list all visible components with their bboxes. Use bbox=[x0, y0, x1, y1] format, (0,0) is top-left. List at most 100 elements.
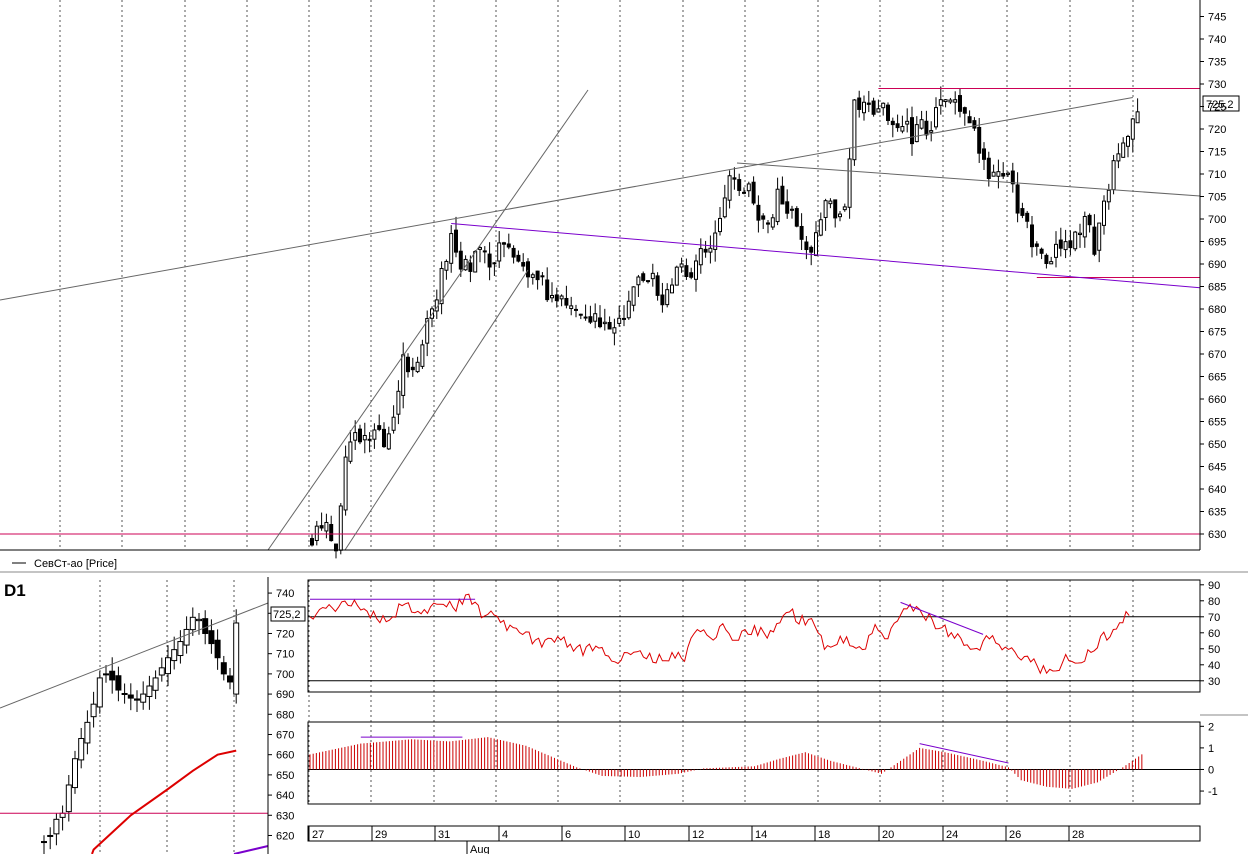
candle-body bbox=[492, 262, 497, 265]
price-candle bbox=[665, 283, 670, 308]
candle-body bbox=[670, 284, 674, 294]
candle-body bbox=[876, 108, 881, 113]
candle-body bbox=[569, 305, 574, 309]
price-candle bbox=[823, 198, 828, 231]
price-candle bbox=[890, 117, 895, 138]
candle-body bbox=[641, 273, 646, 281]
price-candle bbox=[655, 272, 660, 301]
candle-body bbox=[372, 429, 377, 440]
d1-candle bbox=[220, 655, 227, 681]
price-candle bbox=[905, 108, 910, 133]
candle-body bbox=[910, 117, 914, 145]
price-candle bbox=[751, 176, 756, 206]
price-candle bbox=[742, 187, 746, 195]
candle-body bbox=[458, 250, 463, 270]
d1-candle-body bbox=[134, 698, 140, 701]
price-candle bbox=[799, 213, 804, 251]
candle-body bbox=[319, 525, 324, 529]
macd-panel: 2 1 0 -1 bbox=[308, 721, 1218, 798]
price-candle bbox=[943, 98, 948, 108]
price-candle bbox=[1049, 256, 1054, 265]
price-candle bbox=[425, 310, 430, 357]
rsi-divergence-line bbox=[900, 601, 984, 635]
price-candle bbox=[631, 286, 636, 312]
price-candle bbox=[982, 142, 986, 170]
d1-candle-body bbox=[96, 677, 103, 708]
price-candle bbox=[684, 258, 689, 280]
price-candle bbox=[334, 543, 338, 559]
d1-tick-label: 690 bbox=[276, 689, 294, 701]
price-axis: 630 635 640 645 650 655 660 665 670 675 680 685 690 6… bbox=[1200, 12, 1226, 541]
price-candle bbox=[1135, 98, 1140, 124]
d1-tick-label: 740 bbox=[276, 588, 294, 600]
candle-body bbox=[540, 275, 545, 278]
candle-body bbox=[890, 120, 895, 126]
price-tick-label: 735 bbox=[1208, 57, 1226, 69]
candle-body bbox=[1073, 231, 1078, 250]
rsi-panel: 30 40 50 60 70 80 90 bbox=[308, 580, 1220, 688]
d1-tick-label: 700 bbox=[276, 669, 294, 681]
d1-tick-label: 640 bbox=[276, 790, 294, 802]
price-candle bbox=[516, 250, 521, 263]
candle-body bbox=[1044, 254, 1049, 264]
candle-body bbox=[804, 241, 809, 251]
d1-candle bbox=[115, 666, 122, 702]
price-tick-label: 725 bbox=[1208, 102, 1226, 114]
date-tick-label: 27 bbox=[312, 829, 324, 841]
candle-body bbox=[809, 246, 814, 253]
candle-body bbox=[646, 280, 650, 283]
candle-body bbox=[415, 361, 420, 373]
d1-panel: 6206306406506606706806907007107207307407… bbox=[0, 580, 306, 854]
candle-body bbox=[660, 294, 665, 306]
price-candle bbox=[722, 184, 727, 219]
candle-body bbox=[1082, 215, 1087, 238]
candle-body bbox=[684, 265, 689, 277]
price-tick-label: 650 bbox=[1208, 439, 1226, 451]
price-candle bbox=[790, 205, 794, 219]
candle-body bbox=[905, 120, 910, 125]
price-candle bbox=[847, 147, 852, 219]
rsi-tick-label: 80 bbox=[1208, 596, 1220, 608]
price-candle bbox=[1092, 214, 1097, 257]
candle-body bbox=[391, 416, 396, 431]
candle-body bbox=[382, 428, 386, 448]
candle-body bbox=[713, 232, 718, 250]
price-candle bbox=[953, 91, 958, 115]
candle-body bbox=[679, 263, 684, 268]
price-candle bbox=[324, 513, 329, 539]
rsi-tick-label: 70 bbox=[1208, 612, 1220, 624]
candle-body bbox=[468, 262, 473, 272]
d1-candle-body bbox=[220, 662, 227, 675]
d1-candle-body bbox=[109, 670, 116, 681]
price-candle bbox=[1087, 213, 1092, 233]
candle-body bbox=[530, 274, 535, 278]
price-candle bbox=[449, 225, 454, 273]
d1-candle-body bbox=[72, 758, 78, 789]
date-axis-frame bbox=[307, 825, 1201, 842]
candle-body bbox=[1111, 160, 1116, 191]
price-candle bbox=[401, 342, 406, 409]
candle-body bbox=[871, 100, 876, 115]
price-candle bbox=[382, 422, 386, 448]
candle-body bbox=[1034, 243, 1039, 247]
candle-body bbox=[689, 272, 694, 278]
price-candle bbox=[876, 99, 881, 113]
candle-body bbox=[751, 181, 756, 204]
price-candle bbox=[521, 253, 526, 272]
candle-body bbox=[1030, 224, 1034, 248]
d1-candle-body bbox=[227, 675, 233, 683]
candle-body bbox=[650, 272, 655, 280]
price-candle bbox=[1063, 229, 1068, 259]
candle-body bbox=[991, 171, 996, 177]
candle-body bbox=[857, 97, 862, 110]
candle-body bbox=[934, 107, 938, 128]
price-candle bbox=[617, 305, 622, 327]
candle-body bbox=[511, 247, 516, 258]
candle-body bbox=[847, 158, 852, 208]
price-candle bbox=[454, 216, 458, 258]
price-candle bbox=[785, 189, 790, 219]
d1-candle-body bbox=[202, 618, 209, 634]
d1-candle-body bbox=[103, 673, 109, 676]
d1-candle bbox=[47, 827, 54, 850]
price-candle bbox=[1015, 172, 1020, 223]
